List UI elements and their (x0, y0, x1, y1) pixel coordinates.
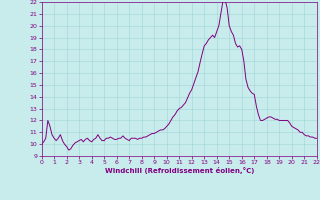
X-axis label: Windchill (Refroidissement éolien,°C): Windchill (Refroidissement éolien,°C) (105, 167, 254, 174)
